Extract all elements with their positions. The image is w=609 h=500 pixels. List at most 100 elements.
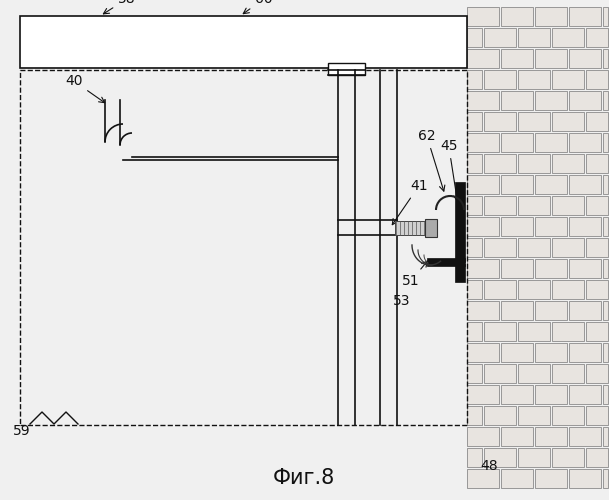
Bar — [586, 448, 608, 467]
Bar — [535, 385, 567, 404]
Bar — [427, 258, 465, 266]
Text: 58: 58 — [104, 0, 136, 14]
Bar — [467, 133, 499, 152]
Bar — [603, 343, 608, 362]
Bar — [535, 343, 567, 362]
Bar — [603, 175, 608, 194]
Bar — [586, 364, 608, 383]
Bar — [569, 49, 601, 68]
Bar — [467, 217, 499, 236]
Bar — [569, 385, 601, 404]
Bar — [518, 28, 550, 47]
Bar — [455, 182, 465, 262]
Text: 59: 59 — [13, 424, 31, 438]
Bar — [467, 196, 482, 215]
Bar — [467, 427, 499, 446]
Bar — [484, 112, 516, 131]
Bar — [467, 322, 482, 341]
Bar — [535, 301, 567, 320]
Bar — [518, 322, 550, 341]
Text: Фиг.8: Фиг.8 — [273, 468, 335, 488]
Bar — [467, 70, 482, 89]
Bar — [467, 7, 499, 26]
Bar — [501, 133, 533, 152]
Bar — [467, 154, 482, 173]
Bar — [467, 301, 499, 320]
Bar — [603, 427, 608, 446]
Text: 53: 53 — [393, 294, 410, 308]
Bar — [552, 70, 584, 89]
Bar — [569, 7, 601, 26]
Bar — [603, 259, 608, 278]
Bar — [395, 221, 425, 235]
Bar — [552, 196, 584, 215]
Bar — [518, 154, 550, 173]
Bar — [467, 364, 482, 383]
Bar — [535, 7, 567, 26]
Bar — [328, 63, 365, 75]
Bar — [501, 343, 533, 362]
Bar — [552, 448, 584, 467]
Bar — [501, 259, 533, 278]
Bar — [535, 469, 567, 488]
Bar — [586, 154, 608, 173]
Bar — [552, 154, 584, 173]
Bar — [518, 196, 550, 215]
Bar — [501, 7, 533, 26]
Bar — [484, 280, 516, 299]
Bar — [518, 364, 550, 383]
Bar — [603, 7, 608, 26]
Bar — [586, 196, 608, 215]
Text: 62: 62 — [418, 129, 445, 191]
Bar — [501, 301, 533, 320]
Bar — [501, 91, 533, 110]
Bar — [425, 219, 437, 237]
Bar — [518, 238, 550, 257]
Bar — [501, 217, 533, 236]
Bar — [569, 91, 601, 110]
Bar — [569, 343, 601, 362]
Bar — [501, 469, 533, 488]
Text: 45: 45 — [440, 139, 459, 201]
Bar — [603, 301, 608, 320]
Bar — [586, 28, 608, 47]
Bar — [467, 28, 482, 47]
Bar — [586, 70, 608, 89]
Text: 40: 40 — [65, 74, 105, 102]
Bar — [467, 175, 499, 194]
Bar — [518, 112, 550, 131]
Bar — [467, 343, 499, 362]
Bar — [467, 259, 499, 278]
Bar — [603, 469, 608, 488]
Bar — [484, 238, 516, 257]
Bar — [20, 70, 467, 425]
Bar — [569, 301, 601, 320]
Bar — [518, 280, 550, 299]
Bar — [535, 49, 567, 68]
Bar — [20, 16, 467, 68]
Bar — [455, 264, 465, 282]
Text: 48: 48 — [480, 459, 498, 473]
Bar — [552, 406, 584, 425]
Bar — [603, 91, 608, 110]
Bar — [552, 364, 584, 383]
Bar — [484, 448, 516, 467]
Bar — [518, 406, 550, 425]
Bar — [569, 133, 601, 152]
Bar — [586, 406, 608, 425]
Bar — [484, 406, 516, 425]
Bar — [603, 385, 608, 404]
Bar — [603, 49, 608, 68]
Bar — [467, 406, 482, 425]
Bar — [569, 217, 601, 236]
Bar — [569, 175, 601, 194]
Bar — [501, 175, 533, 194]
Bar — [603, 217, 608, 236]
Bar — [484, 322, 516, 341]
Bar — [484, 28, 516, 47]
Bar — [484, 364, 516, 383]
Bar — [569, 259, 601, 278]
Bar — [586, 280, 608, 299]
Bar — [569, 427, 601, 446]
Bar — [552, 280, 584, 299]
